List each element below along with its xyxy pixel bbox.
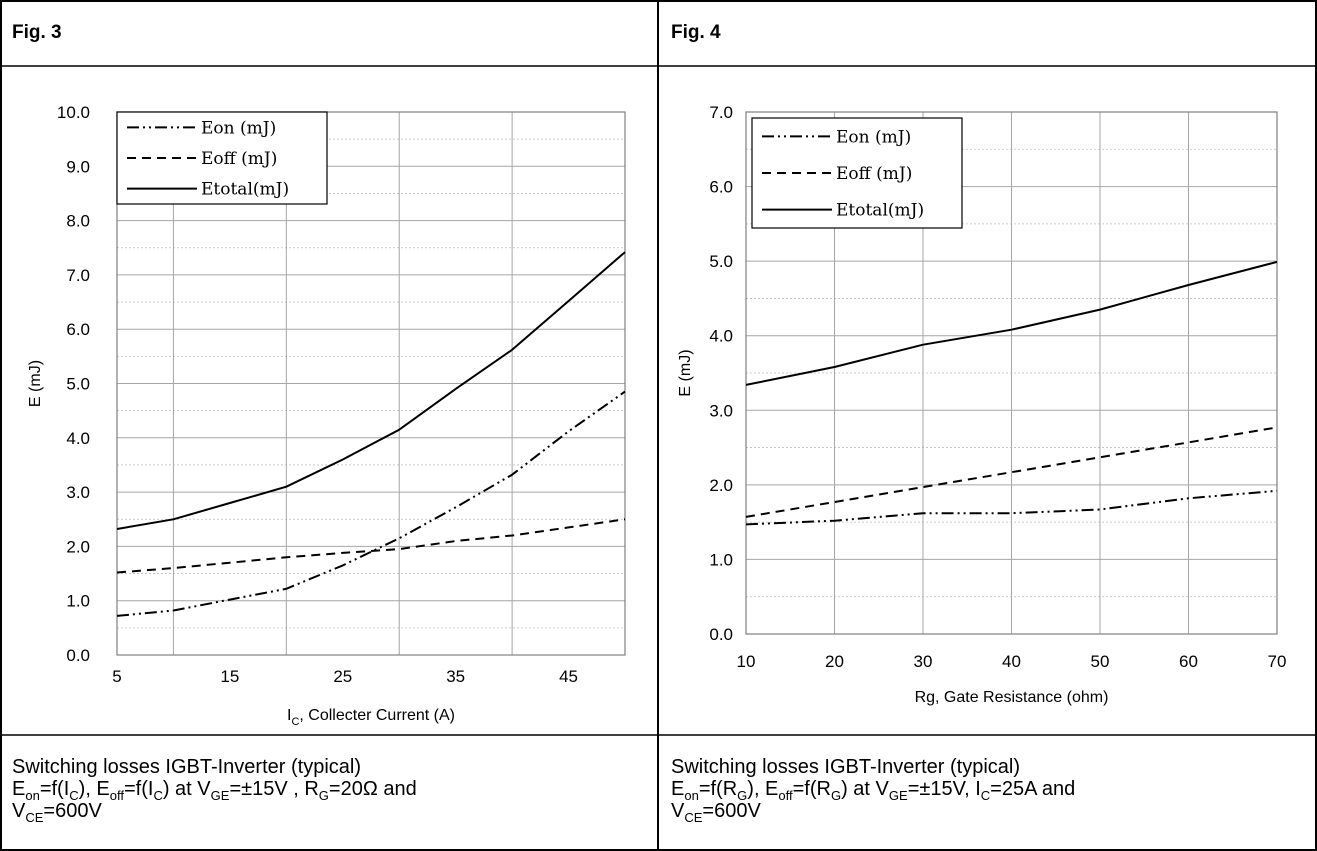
- fig3-title: Fig. 3: [12, 22, 62, 43]
- x-axis-label: Rg, Gate Resistance (ohm): [915, 689, 1109, 706]
- x-tick-label: 40: [1002, 652, 1021, 671]
- y-tick-label: 3.0: [709, 401, 733, 420]
- fig4-title: Fig. 4: [671, 22, 721, 43]
- chart-fig3: 0.0 1.0 2.0 3.0 4.0 5.0 6.0 7.0 8.0 9.0 10.0 5 15 25 3…: [27, 103, 626, 728]
- x-tick-label: 35: [446, 667, 465, 686]
- x-tick-label: 20: [825, 652, 844, 671]
- chart-fig4: 0.0 1.0 2.0 3.0 4.0 5.0 6.0 7.0 10 20 30 40 50 60 70 E …: [677, 103, 1286, 706]
- y-tick-label: 1.0: [66, 592, 90, 611]
- y-tick-label: 2.0: [709, 476, 733, 495]
- y-tick-label: 5.0: [66, 375, 90, 394]
- y-tick-label: 9.0: [66, 157, 90, 176]
- x-tick-label: 70: [1268, 652, 1287, 671]
- series-line: [745, 489, 1278, 526]
- series-line: [116, 518, 626, 574]
- plot-area-border: [745, 111, 1278, 635]
- y-tick-label: 4.0: [66, 429, 90, 448]
- fig3-caption-line1: Switching losses IGBT-Inverter (typical): [12, 756, 361, 778]
- y-tick-label: 4.0: [709, 327, 733, 346]
- y-tick-label: 5.0: [709, 252, 733, 271]
- x-tick-label: 25: [333, 667, 352, 686]
- fig3-caption: Switching losses IGBT-Inverter (typical)…: [12, 756, 642, 825]
- fig3-caption-line2: Eon=f(IC), Eoff=f(IC) at VGE=±15V , RG=2…: [12, 778, 417, 803]
- y-tick-label: 6.0: [66, 320, 90, 339]
- fig4-caption: Switching losses IGBT-Inverter (typical)…: [671, 756, 1301, 825]
- x-tick-label: 15: [220, 667, 239, 686]
- y-axis-label: E (mJ): [677, 349, 694, 396]
- y-tick-label: 0.0: [66, 646, 90, 665]
- y-tick-label: 1.0: [709, 550, 733, 569]
- x-tick-label: 60: [1179, 652, 1198, 671]
- x-tick-label: 45: [559, 667, 578, 686]
- x-tick-label: 30: [914, 652, 933, 671]
- fig4-caption-line1: Switching losses IGBT-Inverter (typical): [671, 756, 1020, 778]
- fig4-caption-line2: Eon=f(RG), Eoff=f(RG) at VGE=±15V, IC=25…: [671, 778, 1076, 803]
- x-tick-label: 10: [737, 652, 756, 671]
- series-line: [116, 390, 626, 617]
- legend-label: Eon (mJ): [201, 118, 276, 138]
- y-tick-label: 8.0: [66, 212, 90, 231]
- x-tick-label: 5: [112, 667, 121, 686]
- x-axis-label: IC, Collecter Current (A): [287, 707, 455, 728]
- plot-area-border: [116, 111, 626, 656]
- y-tick-label: 7.0: [709, 103, 733, 122]
- legend-label: Eoff (mJ): [836, 164, 912, 184]
- x-tick-label: 50: [1091, 652, 1110, 671]
- y-tick-label: 0.0: [709, 625, 733, 644]
- legend-label: Etotal(mJ): [201, 180, 289, 200]
- y-axis-label: E (mJ): [27, 360, 44, 407]
- y-tick-label: 6.0: [709, 178, 733, 197]
- fig4-caption-line3: VCE=600V: [671, 800, 761, 825]
- y-tick-label: 3.0: [66, 483, 90, 502]
- series-line: [116, 251, 626, 530]
- fig3-caption-line3: VCE=600V: [12, 800, 102, 825]
- series-line: [745, 260, 1278, 386]
- y-tick-label: 7.0: [66, 266, 90, 285]
- legend-label: Etotal(mJ): [836, 201, 924, 221]
- y-tick-label: 2.0: [66, 537, 90, 556]
- legend-label: Eoff (mJ): [201, 149, 277, 169]
- y-tick-label: 10.0: [57, 103, 90, 122]
- legend-label: Eon (mJ): [836, 127, 911, 147]
